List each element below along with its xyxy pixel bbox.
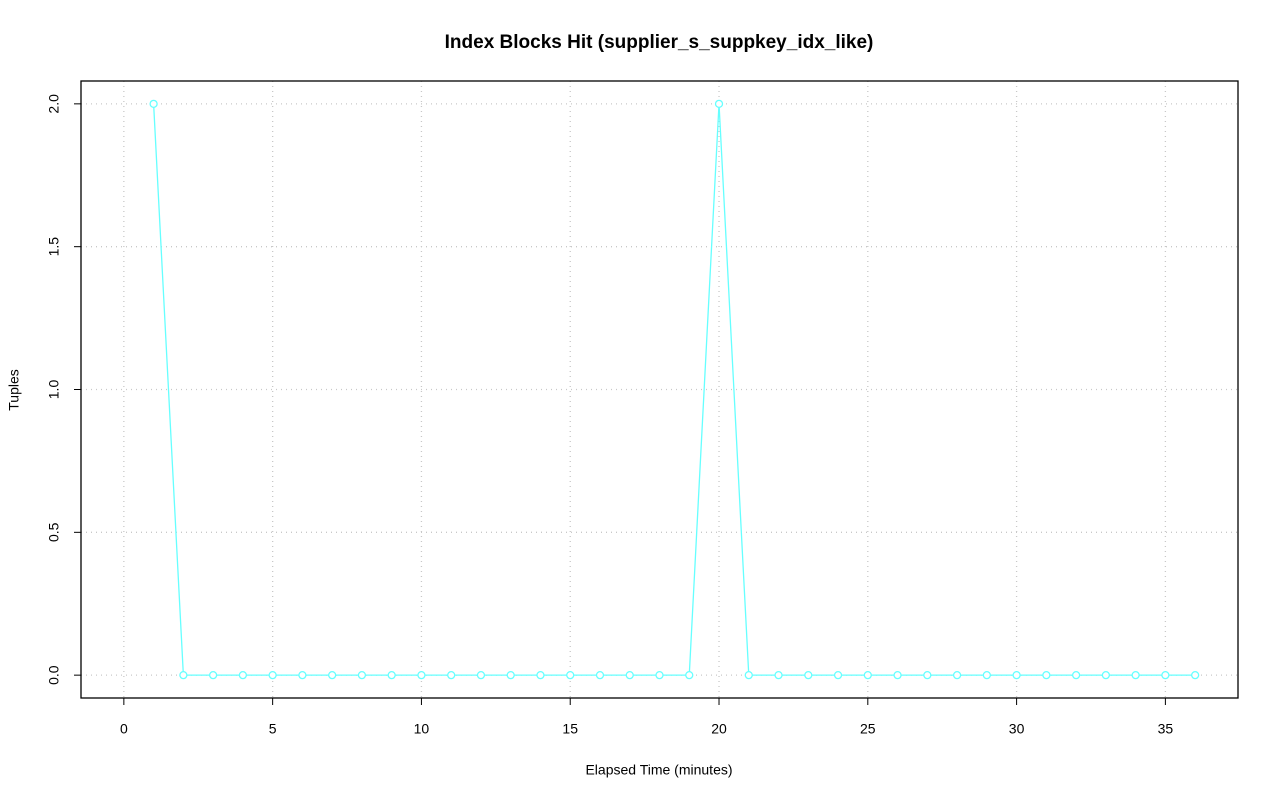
data-point <box>833 670 843 680</box>
x-tick-label: 25 <box>860 721 876 737</box>
data-point <box>923 670 932 680</box>
data-point <box>417 670 426 680</box>
y-tick-label: 0.5 <box>46 522 62 542</box>
data-point <box>1101 670 1111 680</box>
data-point <box>1190 670 1200 680</box>
data-point <box>387 670 396 680</box>
data-point <box>506 670 515 680</box>
y-tick-label: 1.5 <box>46 237 62 257</box>
data-point <box>179 670 188 680</box>
data-point <box>1161 670 1170 680</box>
data-point <box>655 670 664 680</box>
data-point <box>982 670 991 680</box>
data-point <box>595 670 605 680</box>
x-tick-label: 20 <box>711 721 727 737</box>
data-point <box>1071 670 1081 680</box>
y-tick-label: 0.0 <box>46 665 62 685</box>
x-axis-label: Elapsed Time (minutes) <box>585 762 732 778</box>
y-tick-label: 2.0 <box>46 94 62 114</box>
data-point <box>863 670 872 680</box>
data-point <box>208 670 218 680</box>
data-point <box>476 670 486 680</box>
series-line <box>152 103 1196 676</box>
data-point <box>1042 670 1051 680</box>
data-point <box>536 670 545 680</box>
data-point <box>238 670 248 680</box>
data-point <box>149 99 158 109</box>
x-tick-label: 15 <box>562 721 578 737</box>
plot-frame <box>80 80 1239 699</box>
data-point <box>893 670 902 680</box>
x-tick-label: 35 <box>1158 721 1174 737</box>
chart-title: Index Blocks Hit (supplier_s_suppkey_idx… <box>445 32 874 53</box>
data-point <box>744 670 753 680</box>
data-point <box>625 670 634 680</box>
x-tick-label: 5 <box>269 721 277 737</box>
data-point <box>447 670 456 680</box>
data-point <box>268 670 277 680</box>
x-tick-label: 30 <box>1009 721 1025 737</box>
x-tick-label: 10 <box>414 721 430 737</box>
data-point <box>1012 670 1021 680</box>
data-point <box>685 670 694 680</box>
y-tick-label: 1.0 <box>46 380 62 400</box>
data-point <box>714 99 724 109</box>
data-point <box>1131 670 1140 680</box>
data-point <box>566 670 575 680</box>
data-point <box>952 670 962 680</box>
data-point <box>298 670 307 680</box>
data-point <box>357 670 367 680</box>
data-point <box>328 670 337 680</box>
y-axis-label: Tuples <box>6 369 22 411</box>
data-point <box>774 670 783 680</box>
data-point <box>804 670 813 680</box>
x-tick-label: 0 <box>120 721 128 737</box>
